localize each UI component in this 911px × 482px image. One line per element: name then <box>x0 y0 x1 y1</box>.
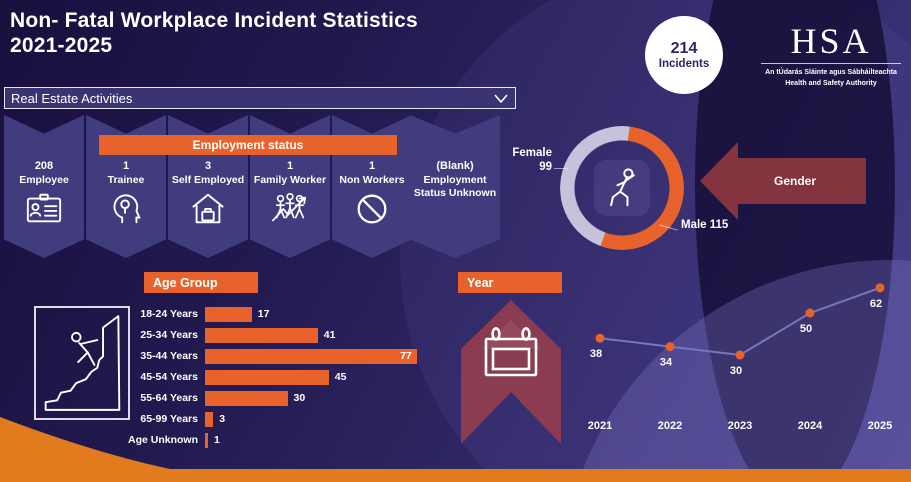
hsa-logo: HSA An tÚdarás Sláinte agus Sábháilteach… <box>757 22 905 89</box>
year-axis-label: 2024 <box>798 420 823 432</box>
year-axis-label: 2022 <box>658 420 682 432</box>
sector-filter-value: Real Estate Activities <box>11 90 133 106</box>
year-data-point[interactable] <box>665 342 675 352</box>
year-axis-label: 2025 <box>868 420 892 432</box>
total-incidents-label: Incidents <box>658 58 710 70</box>
age-bar-value: 77 <box>400 350 412 362</box>
employment-status-employee[interactable]: 208 Employee <box>4 115 84 258</box>
year-data-label: 62 <box>870 298 882 310</box>
female-slice-label: Female 99 <box>486 147 552 175</box>
no-entry-icon <box>332 190 412 228</box>
page-title-line1: Non- Fatal Workplace Incident Statistics <box>10 9 418 32</box>
age-bar-value: 45 <box>334 371 347 383</box>
year-trend-line <box>599 286 881 357</box>
age-bar-value: 30 <box>293 392 306 404</box>
employment-value: 1 <box>286 160 294 172</box>
employment-value: 1 <box>122 160 130 172</box>
age-bar[interactable] <box>205 328 318 343</box>
employment-label: Employment Status Unknown <box>413 174 497 200</box>
employment-label: Family Worker <box>253 174 327 186</box>
employment-value: 3 <box>204 160 212 172</box>
year-ribbon-shape <box>461 300 561 444</box>
age-bar[interactable] <box>205 391 288 406</box>
female-label-value: 99 <box>539 160 552 173</box>
employment-status-employment-status-unknown[interactable]: (Blank) Employment Status Unknown <box>410 115 500 258</box>
orange-corner-shape <box>0 417 170 469</box>
age-bar[interactable] <box>205 370 329 385</box>
age-group-chart: 18-24 Years 17 25-34 Years 41 35-44 Years 77 4… <box>110 307 417 448</box>
employment-label: Self Employed <box>171 174 245 186</box>
age-bar-row: 35-44 Years 77 <box>110 349 417 364</box>
chevron-down-icon <box>494 93 508 103</box>
year-data-label: 30 <box>730 365 742 377</box>
age-category-label: 35-44 Years <box>140 350 198 362</box>
age-bar-row: 25-34 Years 41 <box>110 328 417 343</box>
total-incidents-kpi: 214 Incidents <box>645 16 723 94</box>
year-data-point[interactable] <box>805 308 815 318</box>
employment-label: Employee <box>19 174 69 186</box>
age-group-header: Age Group <box>144 272 258 293</box>
total-incidents-value: 214 <box>670 40 698 57</box>
year-data-label: 34 <box>660 357 673 369</box>
page-title-line2: 2021-2025 <box>10 34 113 58</box>
year-header: Year <box>458 272 562 293</box>
hsa-logo-acronym: HSA <box>790 21 872 61</box>
age-bar-row: 55-64 Years 30 <box>110 391 417 406</box>
age-bar-value: 3 <box>219 413 226 425</box>
age-category-label: 18-24 Years <box>140 308 198 320</box>
page-title: Non- Fatal Workplace Incident Statistics… <box>10 8 418 58</box>
age-bar-value: 17 <box>257 308 270 320</box>
age-bar[interactable] <box>205 433 208 448</box>
age-bar-row: 65-99 Years 3 <box>110 412 417 427</box>
age-bar-value: 41 <box>323 329 336 341</box>
age-category-label: 65-99 Years <box>140 413 198 425</box>
age-bar-value: 1 <box>214 434 220 446</box>
hsa-logo-tagline-english: Health and Safety Authority <box>785 79 877 87</box>
running-person-icon <box>594 160 650 216</box>
hsa-logo-divider <box>761 63 901 64</box>
year-data-point[interactable] <box>595 333 605 343</box>
age-category-label: 45-54 Years <box>140 371 198 383</box>
employment-value: 208 <box>34 160 54 172</box>
climber-icon <box>34 306 130 420</box>
gender-arrow-label: Gender <box>773 174 816 188</box>
id-card-icon <box>4 190 84 228</box>
employment-value: (Blank) <box>436 160 474 172</box>
sector-filter-dropdown[interactable]: Real Estate Activities <box>4 87 516 109</box>
female-callout-line <box>554 168 568 169</box>
home-office-icon <box>168 190 248 228</box>
year-axis-label: 2023 <box>728 420 752 432</box>
year-data-point[interactable] <box>735 350 745 360</box>
age-bar-row: 45-54 Years 45 <box>110 370 417 385</box>
year-data-point[interactable] <box>875 283 885 293</box>
year-trend-chart: 38 2021 34 2022 30 2023 50 2024 62 2025 <box>588 283 892 432</box>
age-category-label: 55-64 Years <box>140 392 198 404</box>
age-category-label: Age Unknown <box>128 434 198 446</box>
family-group-icon <box>250 190 330 228</box>
bottom-orange-strip <box>0 469 911 482</box>
year-axis-label: 2021 <box>588 420 612 432</box>
age-bar[interactable] <box>205 307 252 322</box>
female-label-text: Female <box>512 147 552 159</box>
year-data-label: 38 <box>590 348 602 360</box>
employment-value: 1 <box>368 160 376 172</box>
age-bar-row: 18-24 Years 17 <box>110 307 417 322</box>
gender-arrow-shape <box>700 142 866 220</box>
age-bar[interactable] <box>205 412 214 427</box>
employment-label: Trainee <box>107 174 145 186</box>
calendar-icon <box>484 327 538 377</box>
employment-status-header: Employment status <box>99 135 397 155</box>
trainee-head-icon <box>86 190 166 228</box>
age-bar-row: Age Unknown 1 <box>110 433 417 448</box>
male-slice-label: Male 115 <box>681 219 729 231</box>
age-category-label: 25-34 Years <box>140 329 198 341</box>
employment-label: Non Workers <box>339 174 405 186</box>
background-ellipse-dark <box>695 0 895 482</box>
year-data-label: 50 <box>800 323 812 335</box>
hsa-logo-tagline-irish: An tÚdarás Sláinte agus Sábháilteachta <box>765 69 897 76</box>
age-bar[interactable]: 77 <box>205 349 417 364</box>
